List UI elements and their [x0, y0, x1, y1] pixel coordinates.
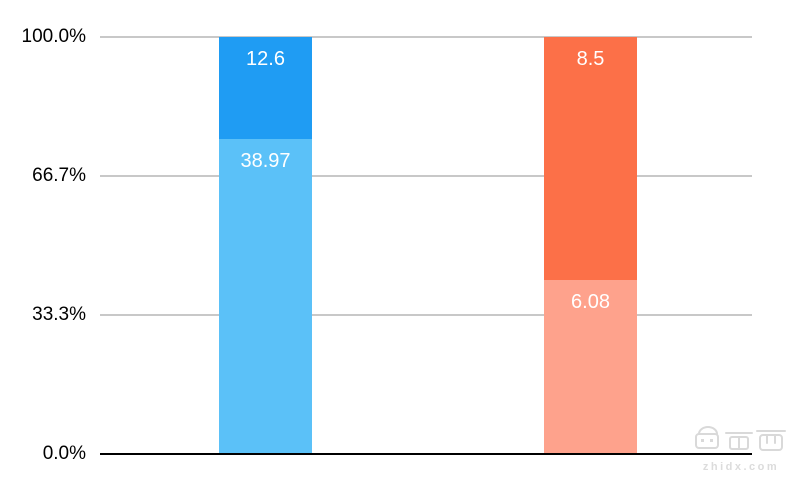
bar-segment: 8.5: [544, 37, 637, 280]
bar-segment: 12.6: [219, 37, 312, 139]
bar-segment-label: 8.5: [576, 48, 605, 70]
bar-column: 12.6 38.97: [219, 37, 312, 453]
gridline-100-percent: [100, 36, 752, 38]
plot-area: 12.6 38.97 8.5 6.08: [100, 37, 752, 453]
bar-column: 8.5 6.08: [544, 37, 637, 453]
y-axis-tick-100: 100.0%: [21, 26, 86, 47]
x-axis-baseline: [100, 453, 752, 455]
gridline-66-percent: [100, 175, 752, 177]
bar-segment-label: 38.97: [240, 149, 291, 172]
y-axis-tick-0: 0.0%: [42, 443, 86, 464]
y-axis-tick-33: 33.3%: [32, 304, 86, 325]
bar-segment: 6.08: [544, 279, 637, 453]
y-axis-tick-66: 66.7%: [32, 165, 86, 186]
bar-segment-label: 6.08: [571, 290, 610, 313]
gridline-33-percent: [100, 314, 752, 316]
bar-segment: 38.97: [219, 138, 312, 453]
watermark-logo-icon: [695, 426, 786, 451]
watermark: zhidx.com: [690, 425, 792, 473]
bar-segment-label: 12.6: [246, 48, 285, 70]
watermark-site-text: zhidx.com: [702, 461, 780, 473]
